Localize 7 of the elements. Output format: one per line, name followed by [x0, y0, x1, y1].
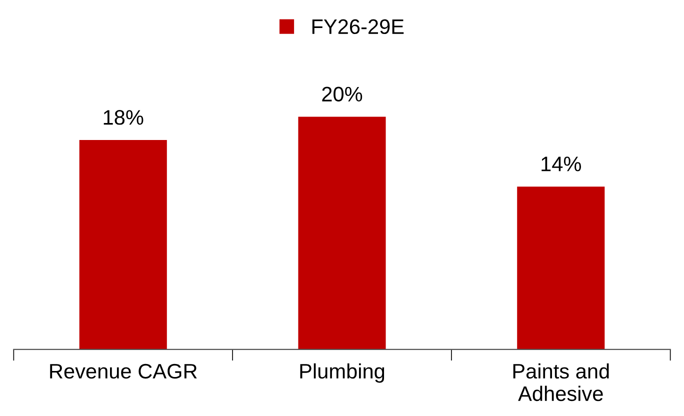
- x-tick-label: Plumbing: [300, 363, 384, 383]
- data-label: 14%: [542, 156, 581, 172]
- x-tick-label: Revenue CAGR: [50, 364, 197, 379]
- data-label: 18%: [104, 110, 144, 125]
- legend-label: FY26-29E: [312, 19, 404, 34]
- data-label: 20%: [322, 86, 362, 102]
- x-tick-label: Paints and Adhesive: [513, 363, 609, 402]
